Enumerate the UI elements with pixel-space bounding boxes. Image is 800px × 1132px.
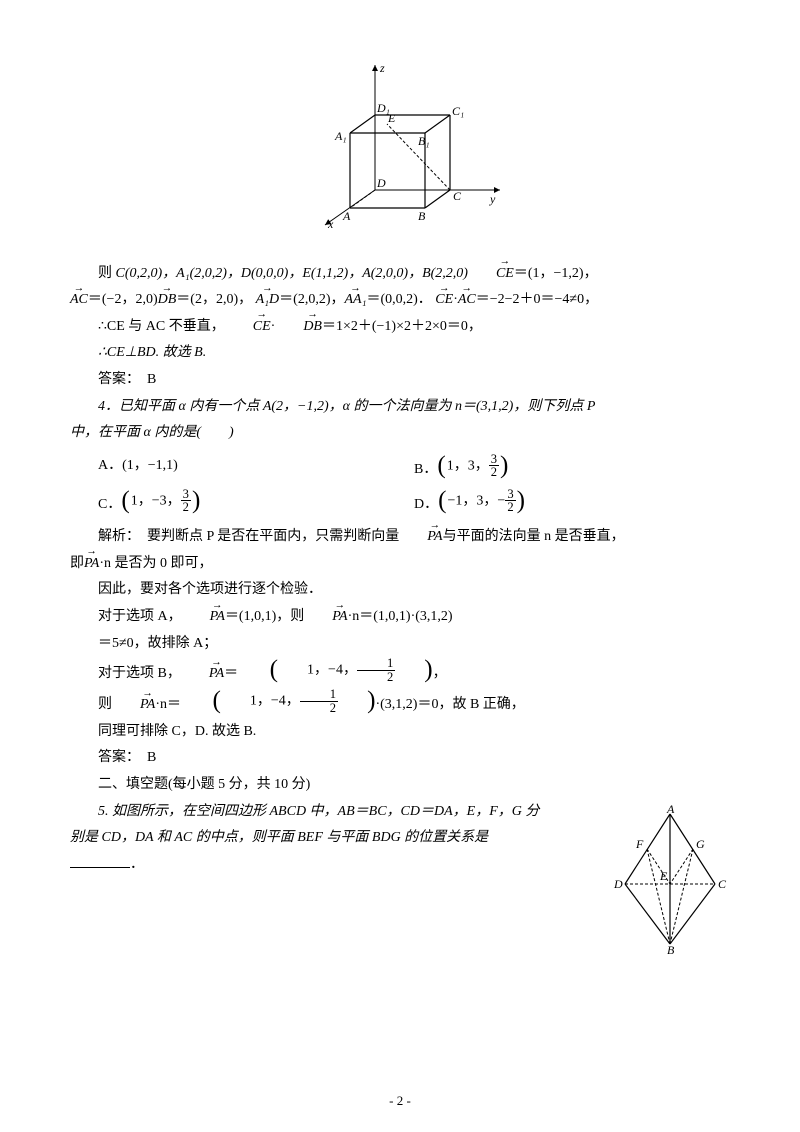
q4-sol-7: 则PA·n＝ 1，−4，12·(3,1,2)＝0，故 B 正确，	[70, 688, 730, 719]
svg-text:A: A	[342, 209, 351, 223]
q4-sol-5: ＝5≠0，故排除 A；	[70, 631, 730, 658]
page-number: - 2 -	[0, 1089, 800, 1114]
svg-text:B₁: B₁	[418, 134, 430, 148]
svg-text:A: A	[666, 804, 675, 816]
svg-text:G: G	[696, 837, 705, 851]
sol-line-2: AC＝(−2，2,0)DB＝(2，2,0)， A₁D＝(2,0,2)，AA₁＝(…	[70, 287, 730, 314]
svg-text:F: F	[635, 837, 644, 851]
q4-opt-b: B．1，3，32	[414, 451, 730, 486]
sol-line-4: ∴CE⊥BD. 故选 B.	[70, 340, 730, 367]
svg-text:E: E	[659, 869, 668, 883]
svg-text:y: y	[489, 192, 496, 206]
answer-b: 答案： B	[70, 367, 730, 394]
svg-text:B: B	[667, 943, 675, 954]
q4-sol-6: 对于选项 B，PA＝ 1，−4，12，	[70, 657, 730, 688]
svg-text:D: D	[376, 176, 386, 190]
svg-text:C₁: C₁	[452, 104, 464, 118]
q4-opt-a: A．(1，−1,1)	[98, 451, 414, 486]
q4-sol-8: 同理可排除 C，D. 故选 B.	[70, 719, 730, 746]
tetra-svg: A B D C F G E	[610, 804, 730, 954]
svg-text:D: D	[613, 877, 623, 891]
svg-text:E: E	[387, 111, 396, 125]
q4-opt-c: C．1，−3，32	[98, 486, 414, 521]
cube-svg: z y x A₁ D₁ C₁ B₁ E A B C D	[295, 60, 505, 230]
q4-sol-4: 对于选项 A，PA＝(1,0,1)，则PA·n＝(1,0,1)·(3,1,2)	[70, 604, 730, 631]
q4-sol-1: 解析： 要判断点 P 是否在平面内，只需判断向量PA与平面的法向量 n 是否垂直…	[70, 524, 730, 551]
cube-figure: z y x A₁ D₁ C₁ B₁ E A B C D	[70, 60, 730, 241]
q4-stem-b: 中，在平面 α 内的是( )	[70, 420, 730, 447]
svg-text:x: x	[327, 217, 334, 230]
svg-text:B: B	[418, 209, 426, 223]
svg-text:z: z	[379, 61, 385, 75]
q4-stem-a: 4．已知平面 α 内有一个点 A(2，−1,2)，α 的一个法向量为 n＝(3,…	[70, 394, 730, 421]
q4-options: A．(1，−1,1) B．1，3，32 C．1，−3，32 D．−1，3，−32	[98, 447, 730, 525]
svg-text:A₁: A₁	[334, 129, 347, 143]
svg-text:C: C	[453, 189, 462, 203]
q4-sol-2: 即PA·n 是否为 0 即可，	[70, 551, 730, 578]
q4-sol-3: 因此，要对各个选项进行逐个检验．	[70, 577, 730, 604]
fill-blank	[70, 854, 130, 868]
svg-text:C: C	[718, 877, 727, 891]
q4-opt-d: D．−1，3，−32	[414, 486, 730, 521]
section-2-heading: 二、填空题(每小题 5 分，共 10 分)	[70, 772, 730, 799]
tetra-figure: A B D C F G E	[610, 804, 730, 965]
q4-answer: 答案： B	[70, 745, 730, 772]
sol-line-3: ∴CE 与 AC 不垂直，CE·DB＝1×2＋(−1)×2＋2×0＝0，	[70, 314, 730, 341]
